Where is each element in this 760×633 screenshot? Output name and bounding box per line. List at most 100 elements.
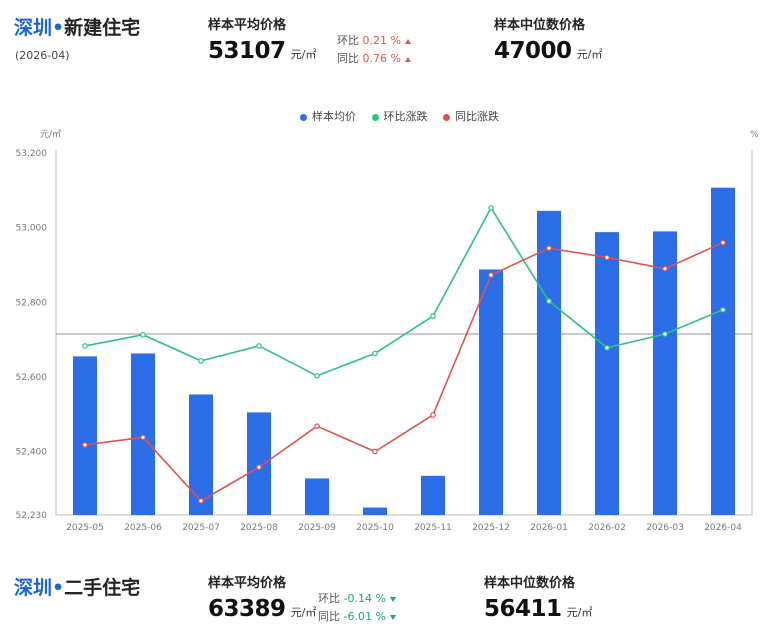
median-price-label: 样本中位数价格	[494, 18, 586, 33]
yoy-point-2025-12[interactable]	[488, 272, 494, 278]
mom-point-2026-04[interactable]	[720, 306, 726, 313]
avg-price-label-2: 样本平均价格	[208, 576, 287, 591]
bar-2025-08[interactable]	[247, 412, 271, 515]
legend-label: 环比涨跌	[383, 110, 428, 123]
down-arrow-icon	[389, 596, 396, 602]
chart-axes	[55, 150, 753, 516]
y-right-unit: %	[750, 130, 759, 140]
avg-price-label: 样本平均价格	[208, 18, 287, 33]
x-tick-label: 2026-01	[530, 523, 568, 533]
yoy-point-2025-11[interactable]	[430, 412, 436, 418]
bar-2026-04[interactable]	[711, 187, 735, 515]
bar-2025-11[interactable]	[421, 475, 445, 515]
median-price-label-2: 样本中位数价格	[484, 576, 576, 591]
yoy-point-2025-10[interactable]	[372, 448, 378, 455]
y-tick-label: 53,200	[16, 149, 48, 159]
y-tick-label: 52,600	[16, 373, 48, 383]
x-tick-label: 2026-04	[704, 523, 742, 533]
yoy-point-2025-07[interactable]	[198, 498, 204, 504]
mom-change-2: 环比 -0.14 %	[318, 590, 396, 606]
bar-2025-10[interactable]	[363, 507, 387, 515]
yoy-label-2: 同比	[318, 610, 340, 623]
yoy-value-2: -6.01 %	[343, 610, 386, 623]
mom-label: 环比	[337, 34, 359, 47]
bar-2025-06[interactable]	[131, 353, 155, 515]
report-period: (2026-04)	[15, 49, 70, 62]
x-tick-label: 2026-03	[646, 523, 684, 533]
y-tick-label: 52,400	[16, 448, 48, 458]
yoy-value: 0.76 %	[362, 52, 401, 65]
price-chart: 元/㎡ % 52,230 52,400 52,600 52,800 53,000 53,2…	[16, 129, 760, 533]
yoy-point-2025-05[interactable]	[82, 442, 88, 448]
mom-change: 环比 0.21 %	[337, 32, 411, 48]
bar-2025-09[interactable]	[305, 478, 329, 515]
x-tick-label: 2025-09	[298, 523, 336, 533]
yoy-point-2026-02[interactable]	[604, 254, 610, 261]
mom-value-2: -0.14 %	[343, 592, 386, 605]
yoy-change-2: 同比 -6.01 %	[318, 608, 396, 624]
legend-label: 样本均价	[312, 110, 356, 123]
legend-item-avg[interactable]: 样本均价	[300, 110, 356, 123]
mom-point-2026-03[interactable]	[662, 331, 668, 337]
median-price-2: 56411 元/㎡	[484, 596, 592, 622]
legend-dot-icon	[300, 113, 307, 121]
mom-point-2025-06[interactable]	[140, 331, 146, 338]
bar-2025-05[interactable]	[73, 356, 97, 515]
legend-item-yoy[interactable]: 同比涨跌	[443, 110, 499, 123]
bar-2026-03[interactable]	[653, 231, 677, 515]
bar-2026-02[interactable]	[595, 232, 619, 515]
new-home-title: 深圳•新建住宅	[14, 13, 140, 40]
mom-point-2026-01[interactable]	[546, 298, 552, 304]
bar-2026-01[interactable]	[537, 210, 561, 515]
mom-point-2026-02[interactable]	[604, 345, 610, 351]
y-tick-label: 52,800	[16, 298, 48, 308]
city-name: 深圳	[14, 17, 53, 39]
x-tick-label: 2025-10	[356, 523, 394, 533]
bar-2025-07[interactable]	[189, 394, 213, 515]
mom-point-2025-11[interactable]	[430, 313, 436, 319]
median-price-value-2: 56411	[484, 596, 562, 622]
yoy-label: 同比	[337, 52, 359, 65]
x-tick-label: 2025-06	[124, 523, 162, 533]
x-tick-label: 2026-02	[588, 523, 626, 533]
mom-point-2025-05[interactable]	[82, 343, 88, 349]
median-price: 47000 元/㎡	[494, 38, 602, 64]
x-tick-label: 2025-12	[472, 523, 510, 533]
y-left-unit: 元/㎡	[40, 129, 61, 140]
mom-point-2025-09[interactable]	[314, 372, 320, 379]
avg-price-value: 53107	[208, 38, 286, 64]
mom-point-2025-10[interactable]	[372, 350, 378, 357]
y-tick-label: 53,000	[16, 224, 48, 234]
mom-point-2025-07[interactable]	[198, 358, 204, 364]
x-tick-label: 2025-11	[414, 523, 452, 533]
second-home-title: 深圳•二手住宅	[14, 573, 140, 600]
home-kind: 二手住宅	[64, 577, 141, 599]
legend-item-mom[interactable]: 环比涨跌	[371, 110, 428, 123]
avg-price-2: 63389 元/㎡	[208, 596, 316, 622]
avg-price-unit-2: 元/㎡	[290, 606, 317, 619]
up-arrow-icon	[404, 56, 411, 62]
down-arrow-icon	[389, 614, 396, 620]
chart-legend: 样本均价 环比涨跌 同比涨跌	[300, 108, 511, 124]
x-tick-label: 2025-07	[182, 523, 220, 533]
legend-dot-icon	[371, 113, 379, 121]
yoy-point-2025-09[interactable]	[314, 423, 320, 429]
legend-dot-icon	[443, 113, 450, 121]
mom-value: 0.21 %	[362, 34, 401, 47]
yoy-point-2025-08[interactable]	[256, 464, 262, 471]
mom-point-2025-08[interactable]	[256, 343, 262, 349]
yoy-series-line	[84, 241, 724, 502]
bar-2025-12[interactable]	[479, 269, 503, 515]
yoy-point-2026-01[interactable]	[546, 245, 552, 251]
legend-label: 同比涨跌	[455, 110, 499, 123]
yoy-point-2025-06[interactable]	[140, 434, 146, 441]
yoy-point-2026-03[interactable]	[662, 265, 668, 272]
x-tick-label: 2025-05	[66, 523, 104, 533]
mom-label-2: 环比	[318, 592, 340, 605]
title-separator: •	[52, 577, 65, 599]
mom-series-line	[84, 206, 724, 377]
avg-price-unit: 元/㎡	[290, 48, 317, 61]
yoy-point-2026-04[interactable]	[720, 239, 726, 246]
mom-point-2025-12[interactable]	[488, 205, 494, 211]
city-name: 深圳	[14, 577, 53, 599]
